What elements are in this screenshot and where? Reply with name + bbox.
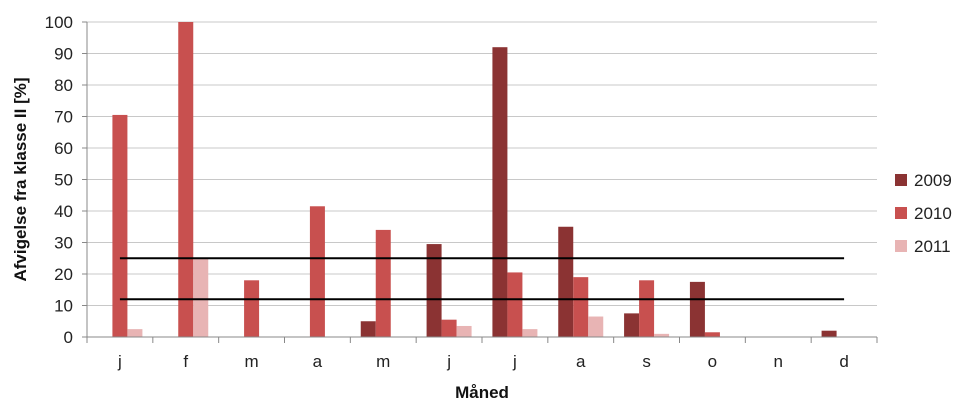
- x-tick-label: m: [244, 352, 258, 371]
- axes: [82, 21, 878, 343]
- y-tick-label: 80: [54, 76, 73, 95]
- legend-swatch-2011: [895, 240, 907, 252]
- x-tick-label: f: [183, 352, 188, 371]
- x-tick-label: o: [708, 352, 717, 371]
- y-tick-label: 50: [54, 171, 73, 190]
- y-tick-label: 60: [54, 139, 73, 158]
- legend-label-2011: 2011: [914, 237, 951, 256]
- bar-2011-5: [456, 325, 472, 337]
- bar-2011-0: [127, 329, 143, 337]
- bar-2011-7: [588, 316, 604, 337]
- x-tick-label: j: [512, 352, 517, 371]
- bar-2009-9: [689, 281, 705, 337]
- bar-2010-3: [309, 206, 325, 337]
- bar-2010-1: [178, 22, 194, 337]
- reference-lines: [119, 257, 845, 301]
- bar-2009-7: [558, 226, 574, 337]
- bar-2009-11: [821, 330, 837, 337]
- legend-label-2009: 2009: [914, 171, 952, 190]
- x-tick-label: d: [839, 352, 848, 371]
- bar-2009-5: [426, 244, 442, 337]
- bar-2010-4: [375, 229, 391, 337]
- x-tick-label: j: [446, 352, 451, 371]
- gridlines: [87, 21, 877, 306]
- y-tick-label: 10: [54, 297, 73, 316]
- x-tick-label: m: [376, 352, 390, 371]
- legend-label-2010: 2010: [914, 204, 952, 223]
- bar-2009-8: [624, 313, 640, 337]
- bar-2010-9: [704, 332, 720, 337]
- bar-2010-8: [639, 280, 655, 337]
- bar-2010-2: [244, 280, 260, 337]
- x-tick-label: s: [642, 352, 651, 371]
- y-tick-label: 0: [64, 328, 73, 347]
- x-axis-title: Måned: [455, 383, 509, 402]
- bar-2009-6: [492, 47, 508, 337]
- y-tick-label: 90: [54, 45, 73, 64]
- bar-2009-4: [360, 321, 376, 337]
- bar-2010-7: [573, 277, 589, 337]
- legend: 2009 2010 2011: [895, 171, 952, 256]
- x-tick-label: a: [313, 352, 323, 371]
- y-tick-labels: 0 10 20 30 40 50 60 70 80 90 100: [45, 13, 73, 347]
- y-tick-label: 30: [54, 234, 73, 253]
- legend-swatch-2009: [895, 174, 907, 186]
- x-tick-label: j: [117, 352, 122, 371]
- bar-2010-6: [507, 272, 523, 337]
- bar-2010-5: [441, 319, 457, 337]
- y-tick-label: 20: [54, 265, 73, 284]
- y-tick-label: 40: [54, 202, 73, 221]
- bar-2011-8: [654, 333, 670, 337]
- legend-swatch-2010: [895, 207, 907, 219]
- x-tick-label: a: [576, 352, 586, 371]
- x-tick-label: n: [774, 352, 783, 371]
- bar-2010-0: [112, 114, 128, 337]
- bar-2011-1: [193, 258, 209, 337]
- y-axis-title: Afvigelse fra klasse II [%]: [11, 77, 30, 281]
- bar-2011-6: [522, 329, 538, 337]
- y-tick-label: 70: [54, 108, 73, 127]
- y-tick-label: 100: [45, 13, 73, 32]
